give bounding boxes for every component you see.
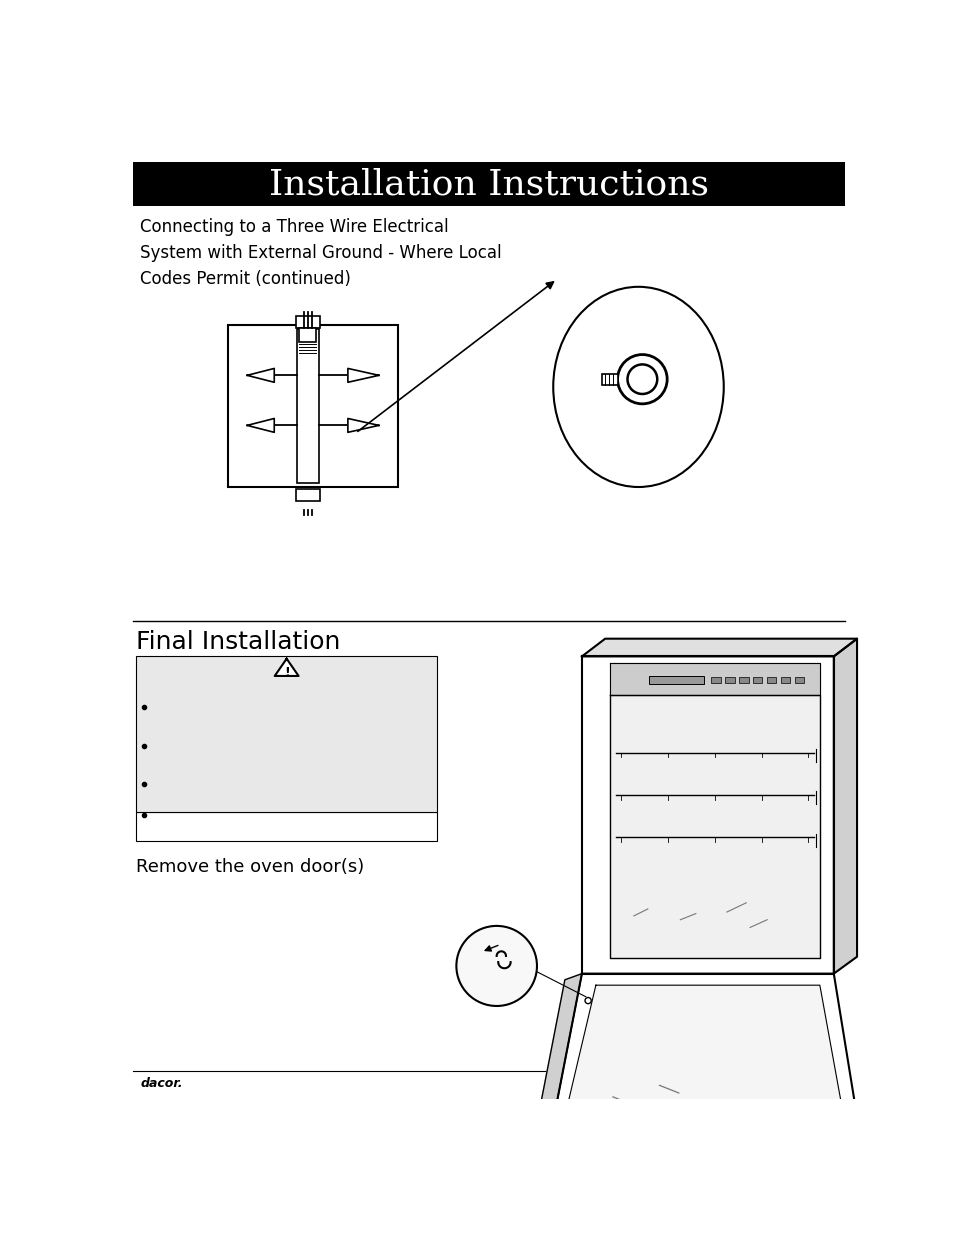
Ellipse shape — [553, 287, 723, 487]
Bar — [566, 1220, 603, 1226]
Bar — [806, 1220, 843, 1226]
Circle shape — [456, 926, 537, 1007]
Polygon shape — [581, 638, 856, 656]
Bar — [228, 325, 397, 487]
Text: dacor.: dacor. — [141, 1077, 183, 1091]
Bar — [902, 1220, 939, 1226]
Text: Remove the oven door(s): Remove the oven door(s) — [136, 858, 364, 876]
Bar — [136, 656, 436, 811]
Polygon shape — [545, 986, 858, 1198]
Polygon shape — [348, 368, 378, 383]
Text: Final Installation: Final Installation — [136, 630, 340, 655]
Bar — [854, 1220, 891, 1226]
Bar — [296, 316, 319, 329]
Polygon shape — [609, 695, 819, 958]
Bar — [296, 330, 318, 483]
Bar — [794, 677, 803, 683]
Bar — [739, 677, 748, 683]
Polygon shape — [348, 419, 378, 432]
Bar — [133, 162, 843, 206]
Bar — [758, 1220, 795, 1226]
Polygon shape — [247, 419, 274, 432]
Bar — [649, 677, 703, 684]
Polygon shape — [535, 973, 872, 1213]
Bar — [781, 677, 790, 683]
Polygon shape — [833, 638, 856, 973]
Polygon shape — [247, 368, 274, 383]
Polygon shape — [274, 658, 298, 676]
Text: !: ! — [283, 666, 289, 679]
Circle shape — [617, 354, 666, 404]
Bar — [614, 1220, 651, 1226]
Bar — [136, 811, 436, 841]
Bar — [296, 489, 319, 501]
Bar — [661, 1220, 699, 1226]
Bar — [299, 329, 316, 342]
Circle shape — [584, 998, 591, 1004]
Bar — [710, 1220, 747, 1226]
Bar — [601, 374, 617, 384]
Polygon shape — [581, 656, 833, 973]
Text: Connecting to a Three Wire Electrical
System with External Ground - Where Local
: Connecting to a Three Wire Electrical Sy… — [140, 217, 501, 288]
Bar — [753, 677, 761, 683]
Polygon shape — [546, 1214, 891, 1234]
Text: Installation Instructions: Installation Instructions — [269, 168, 708, 201]
Bar — [844, 1231, 891, 1235]
Polygon shape — [517, 973, 581, 1219]
Polygon shape — [609, 662, 819, 695]
Bar — [711, 677, 720, 683]
Bar — [724, 677, 734, 683]
Bar — [782, 1231, 829, 1235]
Bar — [720, 1231, 767, 1235]
Circle shape — [627, 364, 657, 394]
Bar — [659, 1231, 705, 1235]
Bar — [597, 1231, 643, 1235]
Bar — [766, 677, 776, 683]
